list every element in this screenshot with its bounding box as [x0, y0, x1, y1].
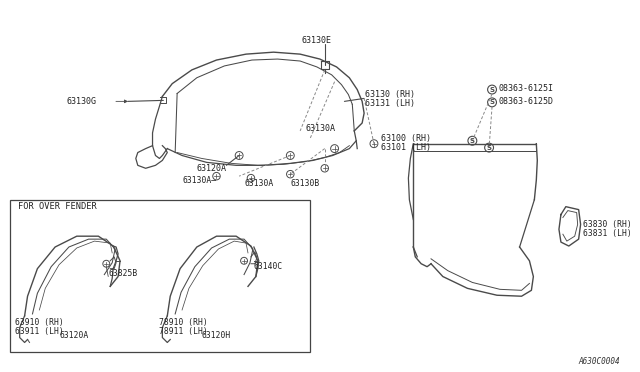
Text: 63120H: 63120H: [202, 331, 231, 340]
Bar: [10, 200, 310, 352]
Text: 63831 (LH): 63831 (LH): [582, 229, 631, 238]
Text: 63130G: 63130G: [67, 97, 97, 106]
Text: 63131 (LH): 63131 (LH): [365, 99, 415, 108]
Text: S: S: [490, 99, 495, 105]
Text: 08363-6125I: 08363-6125I: [499, 84, 554, 93]
Text: S: S: [470, 138, 475, 144]
Text: 63120A: 63120A: [197, 164, 227, 173]
Text: 08363-6125D: 08363-6125D: [499, 97, 554, 106]
Text: 63140C: 63140C: [254, 262, 283, 271]
Text: S: S: [490, 87, 495, 93]
Text: 63910 (RH): 63910 (RH): [15, 318, 63, 327]
Text: FOR OVER FENDER: FOR OVER FENDER: [18, 202, 97, 211]
Text: 63130A—: 63130A—: [182, 176, 216, 185]
Text: 63130A: 63130A: [305, 124, 335, 134]
Text: 78910 (RH): 78910 (RH): [159, 318, 208, 327]
Text: A630C0004: A630C0004: [579, 357, 620, 366]
Text: 63830 (RH): 63830 (RH): [582, 220, 631, 229]
Text: 63130 (RH): 63130 (RH): [365, 90, 415, 99]
Text: 63130B: 63130B: [291, 179, 319, 187]
Text: 63101 (LH): 63101 (LH): [381, 143, 431, 152]
Text: 63911 (LH): 63911 (LH): [15, 327, 63, 336]
Text: 63120A: 63120A: [59, 331, 88, 340]
Text: 63130E: 63130E: [301, 36, 331, 45]
Text: S: S: [486, 145, 492, 151]
Text: 63130A: 63130A: [244, 179, 273, 187]
Text: 63100 (RH): 63100 (RH): [381, 134, 431, 143]
Text: 63825B: 63825B: [108, 269, 138, 278]
Text: 78911 (LH): 78911 (LH): [159, 327, 208, 336]
